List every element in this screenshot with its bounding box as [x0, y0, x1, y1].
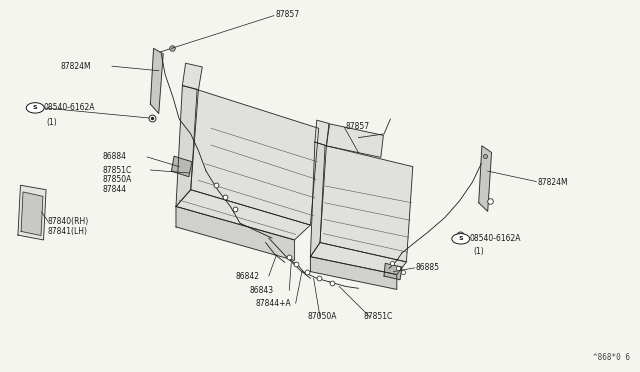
Text: (1): (1) [46, 118, 57, 126]
Text: 87824M: 87824M [61, 62, 92, 71]
Text: 08540-6162A: 08540-6162A [469, 234, 520, 243]
Text: 87851C: 87851C [102, 166, 132, 174]
Text: (1): (1) [474, 247, 484, 256]
Text: ^868*0 6: ^868*0 6 [593, 353, 630, 362]
Polygon shape [172, 156, 192, 177]
Polygon shape [21, 192, 43, 235]
Text: 87824M: 87824M [538, 178, 568, 187]
Text: 86843: 86843 [250, 286, 274, 295]
Text: 87844+A: 87844+A [256, 299, 292, 308]
Text: 87851C: 87851C [364, 312, 393, 321]
Text: 87050A: 87050A [307, 312, 337, 321]
Polygon shape [320, 146, 413, 262]
Polygon shape [310, 257, 397, 289]
Text: 87857: 87857 [275, 10, 300, 19]
Text: S: S [458, 236, 463, 241]
Polygon shape [384, 263, 402, 280]
Polygon shape [315, 120, 329, 146]
Circle shape [26, 103, 44, 113]
Polygon shape [310, 243, 406, 275]
Polygon shape [479, 146, 492, 211]
Circle shape [452, 234, 470, 244]
Polygon shape [191, 90, 319, 225]
Text: 86842: 86842 [236, 272, 260, 280]
Text: 86885: 86885 [416, 263, 440, 272]
Polygon shape [182, 63, 202, 90]
Text: 87840(RH): 87840(RH) [48, 217, 89, 226]
Text: 87857: 87857 [346, 122, 370, 131]
Polygon shape [18, 185, 46, 240]
Text: 86884: 86884 [102, 153, 127, 161]
Polygon shape [176, 190, 310, 240]
Text: 87841(LH): 87841(LH) [48, 227, 88, 236]
Text: 08540-6162A: 08540-6162A [44, 103, 95, 112]
Polygon shape [150, 48, 163, 113]
Polygon shape [326, 124, 383, 157]
Text: 87844: 87844 [102, 185, 127, 194]
Text: S: S [33, 105, 38, 110]
Polygon shape [176, 206, 294, 260]
Polygon shape [310, 142, 325, 257]
Text: 87850A: 87850A [102, 175, 132, 184]
Polygon shape [176, 86, 197, 206]
